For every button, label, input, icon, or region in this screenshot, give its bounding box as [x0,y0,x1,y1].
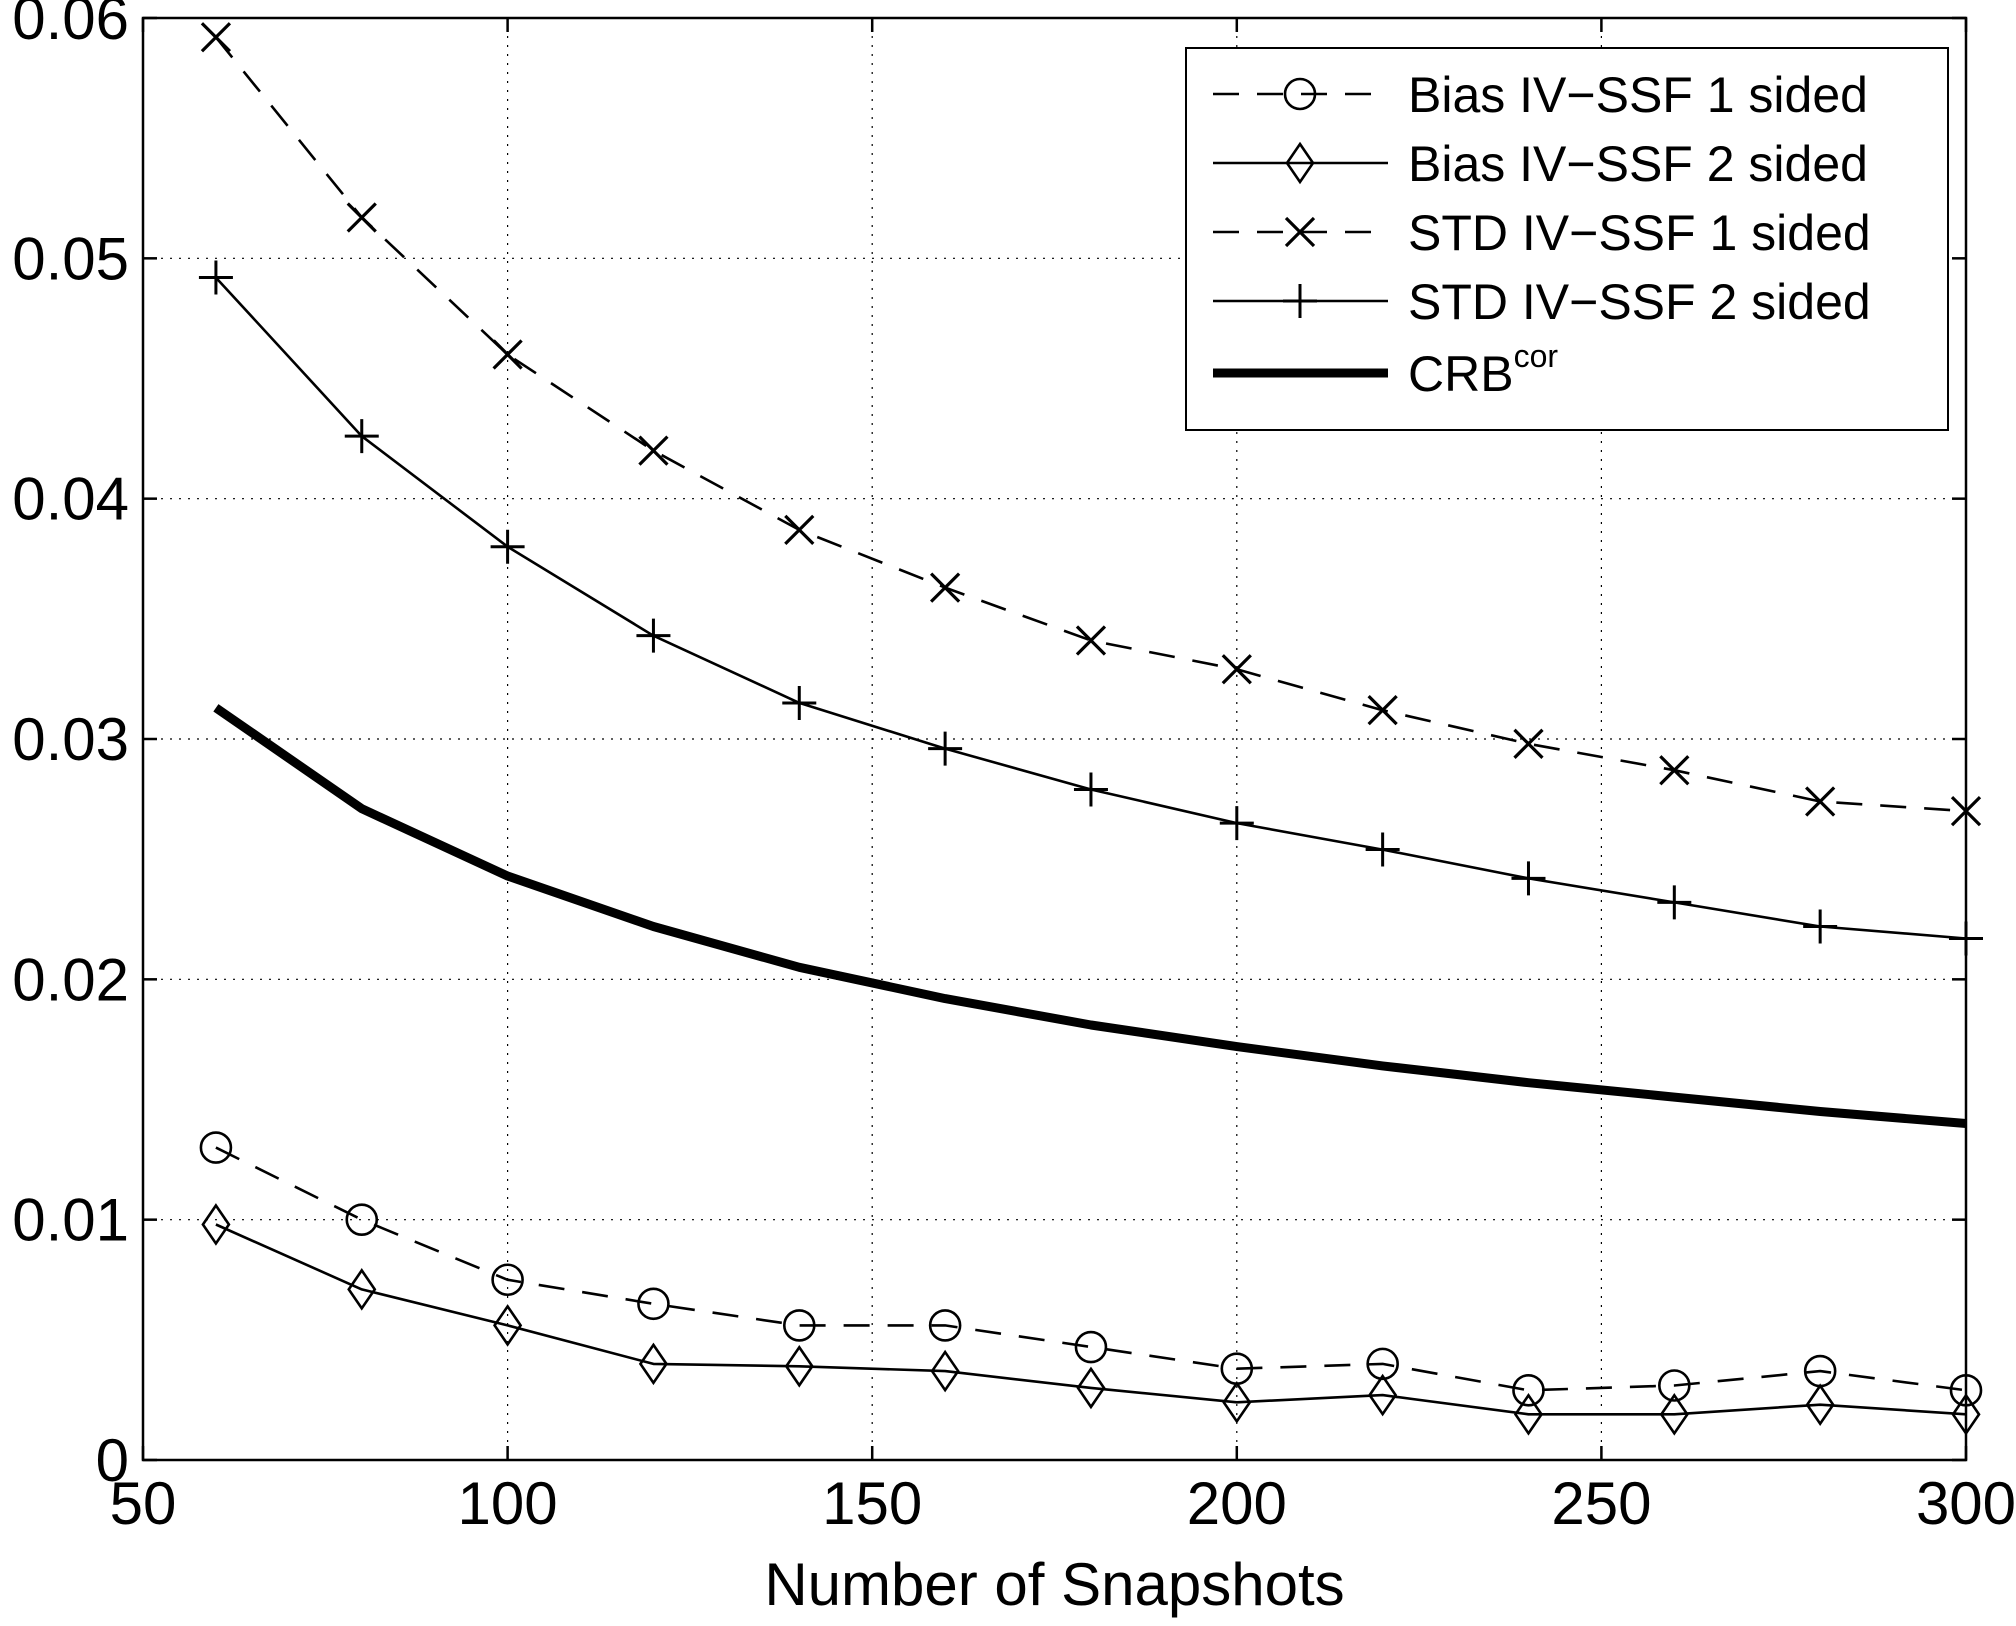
data-point-diamond [638,1342,669,1386]
data-point-x [1805,786,1836,817]
legend-label: Bias IV−SSF 1 sided [1408,67,1868,123]
legend-label: STD IV−SSF 1 sided [1408,205,1871,261]
data-point-plus [1803,909,1838,944]
data-point-x [1513,728,1544,759]
data-point-diamond [1659,1393,1689,1436]
data-point-x [492,339,523,370]
data-point-x [1367,695,1398,726]
x-axis-title: Number of Snapshots [764,1551,1344,1618]
x-tick-label: 200 [1187,1470,1287,1537]
data-point-circle [345,1203,379,1236]
data-point-circle [1658,1369,1691,1402]
legend-label-superscript: cor [1514,338,1559,374]
legend-marker-plus [1283,284,1317,318]
data-point-plus [1073,772,1108,807]
legend-entry-1: Bias IV−SSF 1 sided [1213,67,1868,123]
legend-label: STD IV−SSF 2 sided [1408,274,1871,330]
data-point-plus [198,260,233,295]
x-tick-label: 50 [110,1470,177,1537]
data-point-circle [491,1263,524,1297]
series-3 [200,22,1982,827]
y-tick-label: 0.03 [12,706,129,773]
series-group [198,22,1983,1436]
y-tick-label: 0.02 [12,946,129,1013]
y-tick-label: 0.04 [12,466,129,533]
legend-box [1185,47,1949,431]
legend-entry-3: STD IV−SSF 1 sided [1213,205,1871,261]
data-point-diamond [1513,1393,1544,1436]
data-point-plus [782,685,817,720]
legend-entry-4: STD IV−SSF 2 sided [1213,274,1871,330]
data-point-x [1221,654,1252,685]
data-point-circle [637,1287,670,1321]
data-point-x [784,514,815,546]
data-point-diamond [930,1349,960,1393]
axis-ticks: 50 100 150 200 250 300 0 0.01 0.02 0.03 0.04 0.05 0.… [12,0,2016,1537]
series-4 [198,260,1983,956]
data-point-plus [490,529,525,564]
data-point-diamond [784,1344,814,1388]
data-point-circle [1366,1347,1399,1381]
data-point-diamond [201,1203,231,1246]
series-5 [213,704,1967,1128]
series-line [215,1146,1967,1392]
data-point-circle [199,1131,233,1164]
legend-entry-2: Bias IV−SSF 2 sided [1213,136,1868,192]
x-tick-label: 150 [822,1470,922,1537]
data-point-plus [928,731,963,766]
series-line [213,704,1967,1128]
data-point-plus [1219,806,1254,841]
data-point-diamond [1222,1381,1252,1424]
legend: Bias IV−SSF 1 sided Bias IV−SSF 2 sided ST… [1185,47,1949,431]
data-point-circle [1512,1374,1545,1407]
data-point-diamond [1805,1383,1835,1427]
data-point-plus [1511,861,1546,896]
data-point-x [346,202,377,233]
legend-marker-circle [1283,77,1317,111]
data-point-circle [1074,1330,1108,1364]
data-point-diamond [1076,1366,1106,1410]
data-point-x [200,22,232,53]
y-tick-label: 0 [96,1427,129,1494]
data-point-x [638,435,669,466]
y-tick-label: 0.05 [12,225,129,292]
data-point-plus [1657,885,1692,920]
data-point-diamond [347,1268,377,1311]
data-point-x [1075,625,1107,656]
legend-marker-x [1284,216,1316,248]
data-point-plus [344,419,379,454]
y-tick-label: 0.01 [12,1187,129,1254]
x-tick-label: 250 [1551,1470,1651,1537]
data-point-diamond [1368,1373,1398,1417]
legend-label: Bias IV−SSF 2 sided [1408,136,1868,192]
data-point-circle [928,1309,962,1342]
data-point-circle [782,1309,816,1342]
data-point-diamond [493,1304,523,1347]
data-point-x [929,572,961,603]
grid [143,18,1966,1460]
series-line [215,1223,1967,1416]
x-tick-label: 100 [458,1470,558,1537]
y-tick-label: 0.06 [12,0,129,52]
data-point-plus [1365,832,1400,867]
legend-marker-diamond [1285,141,1315,185]
data-point-plus [636,618,671,653]
x-tick-label: 300 [1916,1470,2016,1537]
series-2 [201,1203,1981,1436]
data-point-x [1659,755,1690,786]
